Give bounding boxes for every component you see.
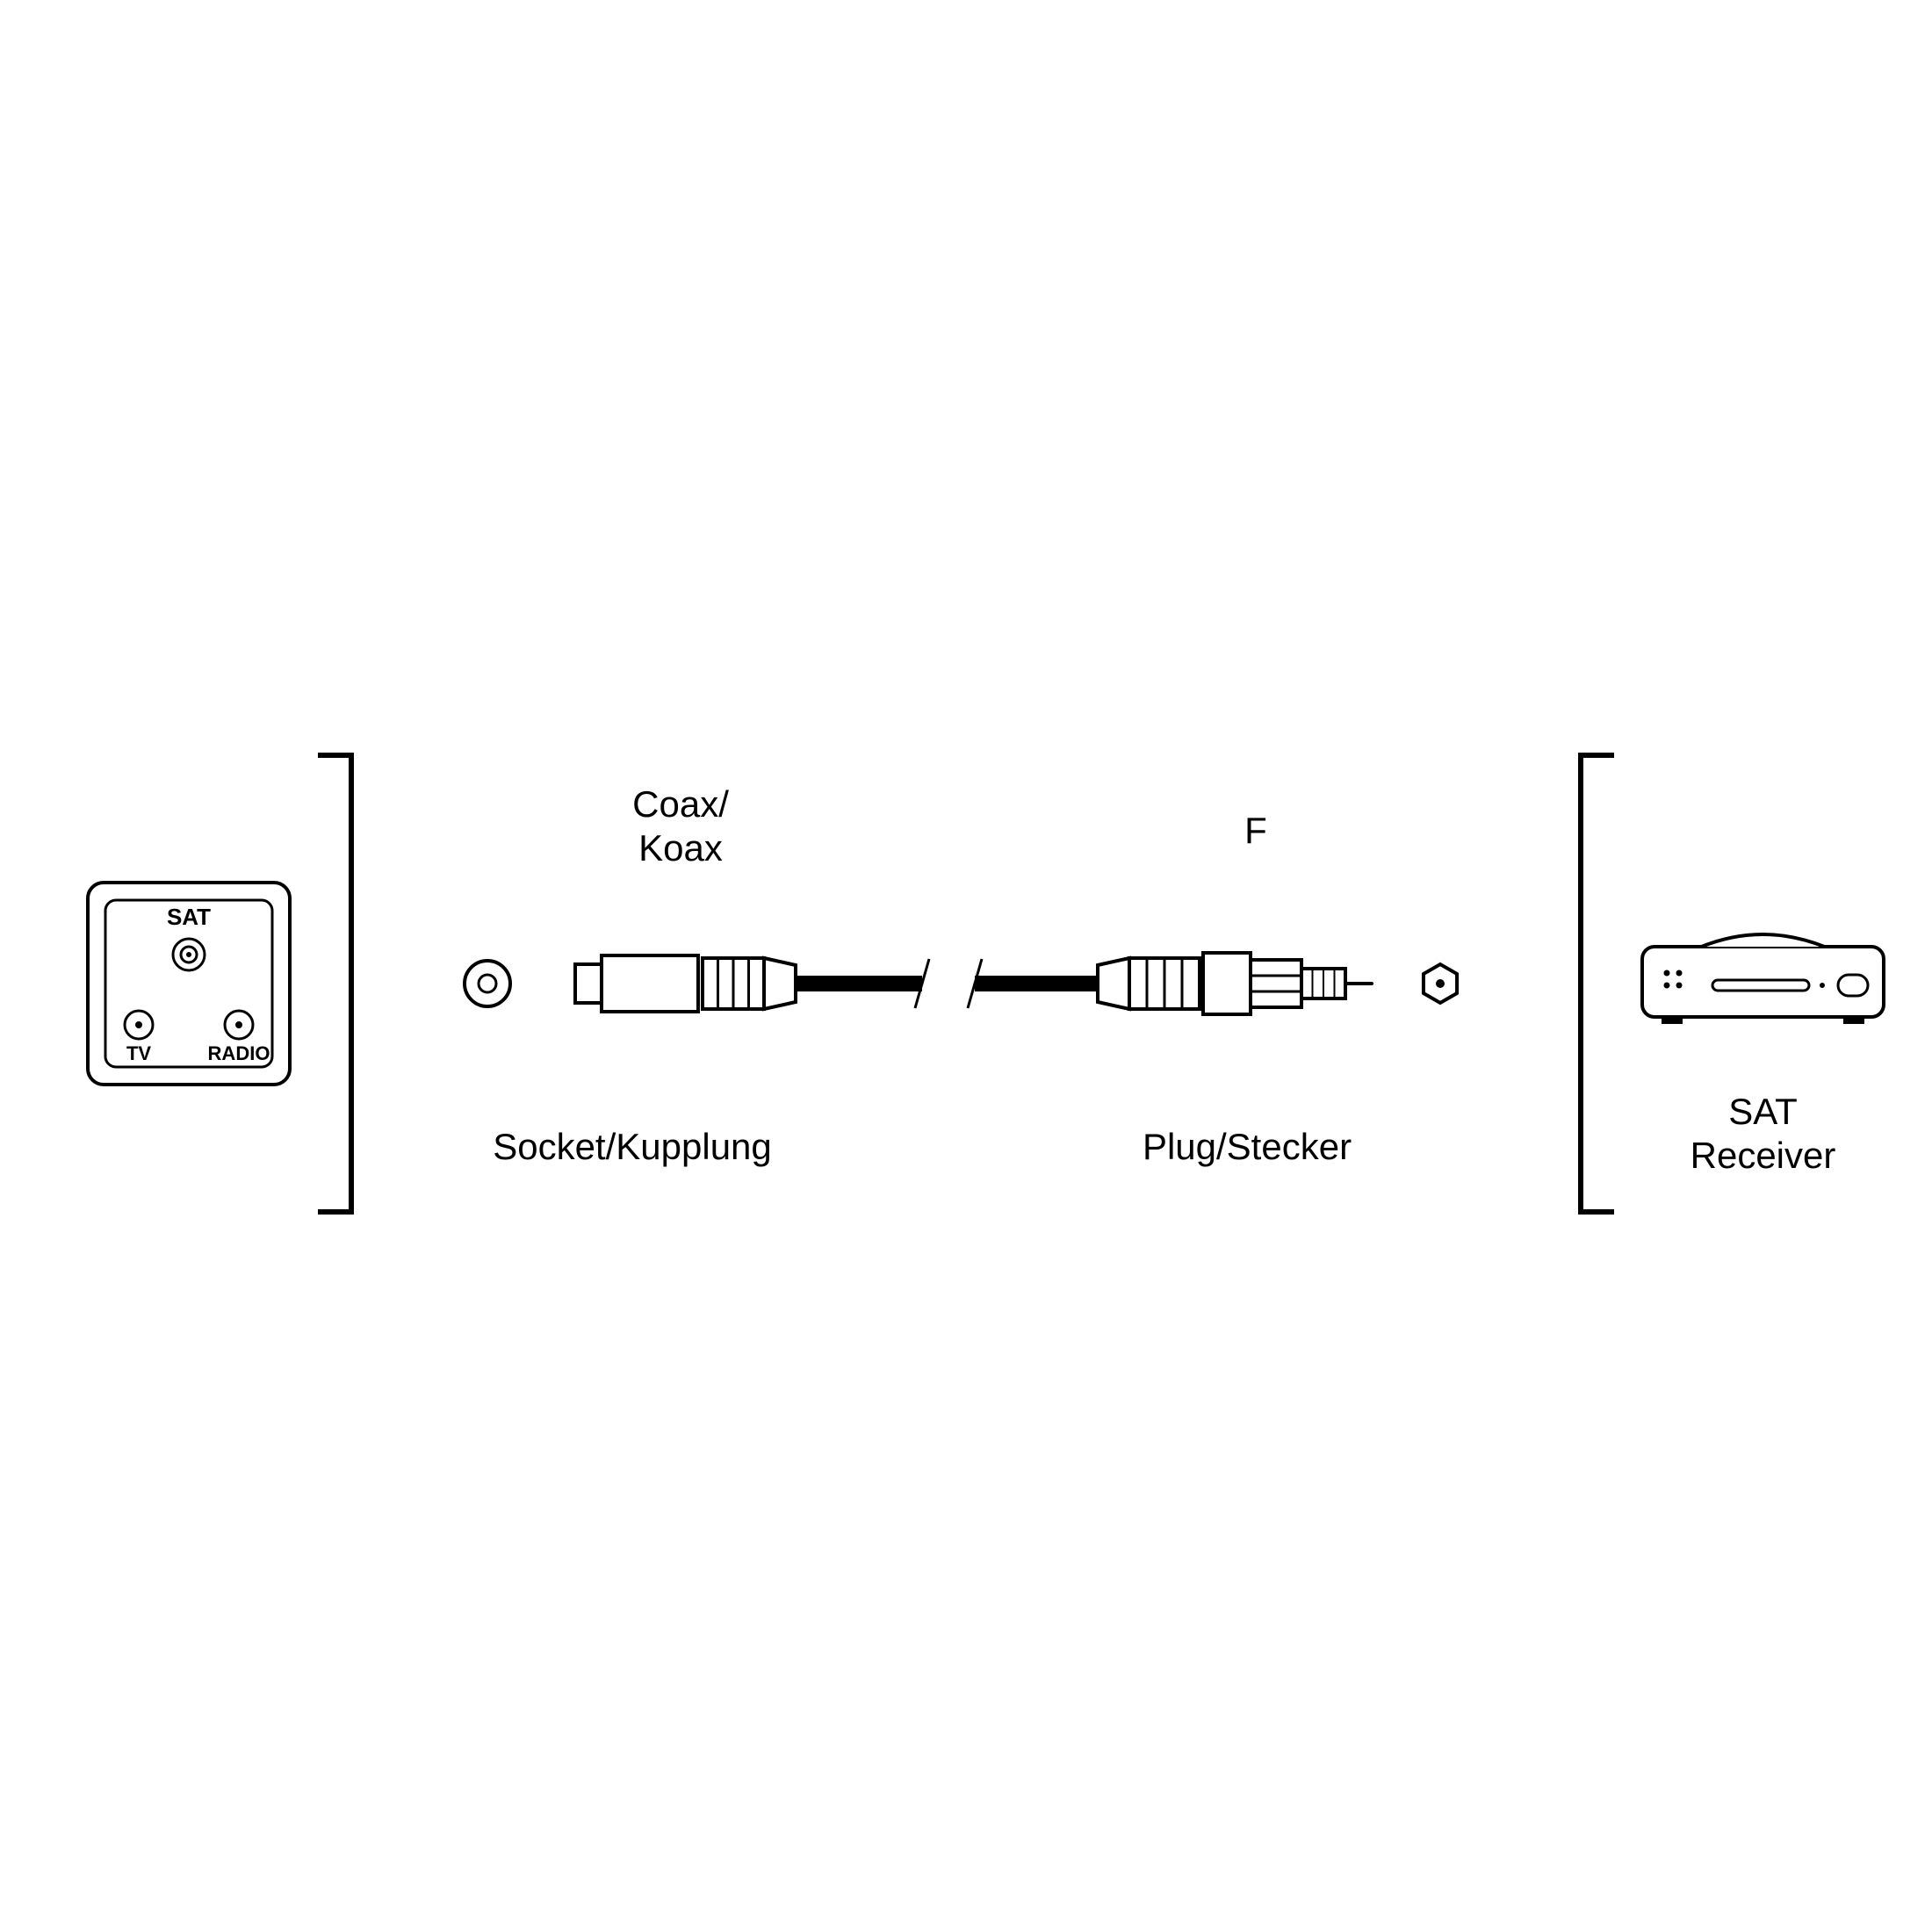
svg-text:SAT: SAT (1728, 1091, 1798, 1132)
svg-text:RADIO: RADIO (208, 1042, 270, 1064)
left-bracket-icon (318, 755, 351, 1212)
svg-text:Coax/: Coax/ (632, 783, 729, 825)
right-bracket-icon (1581, 755, 1614, 1212)
sat-receiver-icon (1642, 934, 1884, 1024)
svg-text:Socket/Kupplung: Socket/Kupplung (493, 1126, 772, 1167)
cable-icon (575, 953, 1372, 1014)
svg-text:TV: TV (126, 1042, 151, 1064)
svg-text:F: F (1244, 810, 1267, 851)
svg-text:Plug/Stecker: Plug/Stecker (1143, 1126, 1352, 1167)
svg-text:Receiver: Receiver (1690, 1135, 1836, 1176)
coax-socket-front-icon (465, 961, 510, 1006)
wall-outlet-icon: SAT TV RADIO (88, 883, 290, 1085)
f-hex-front-icon (1424, 964, 1457, 1003)
svg-text:Koax: Koax (638, 827, 723, 869)
svg-text:SAT: SAT (167, 904, 211, 930)
